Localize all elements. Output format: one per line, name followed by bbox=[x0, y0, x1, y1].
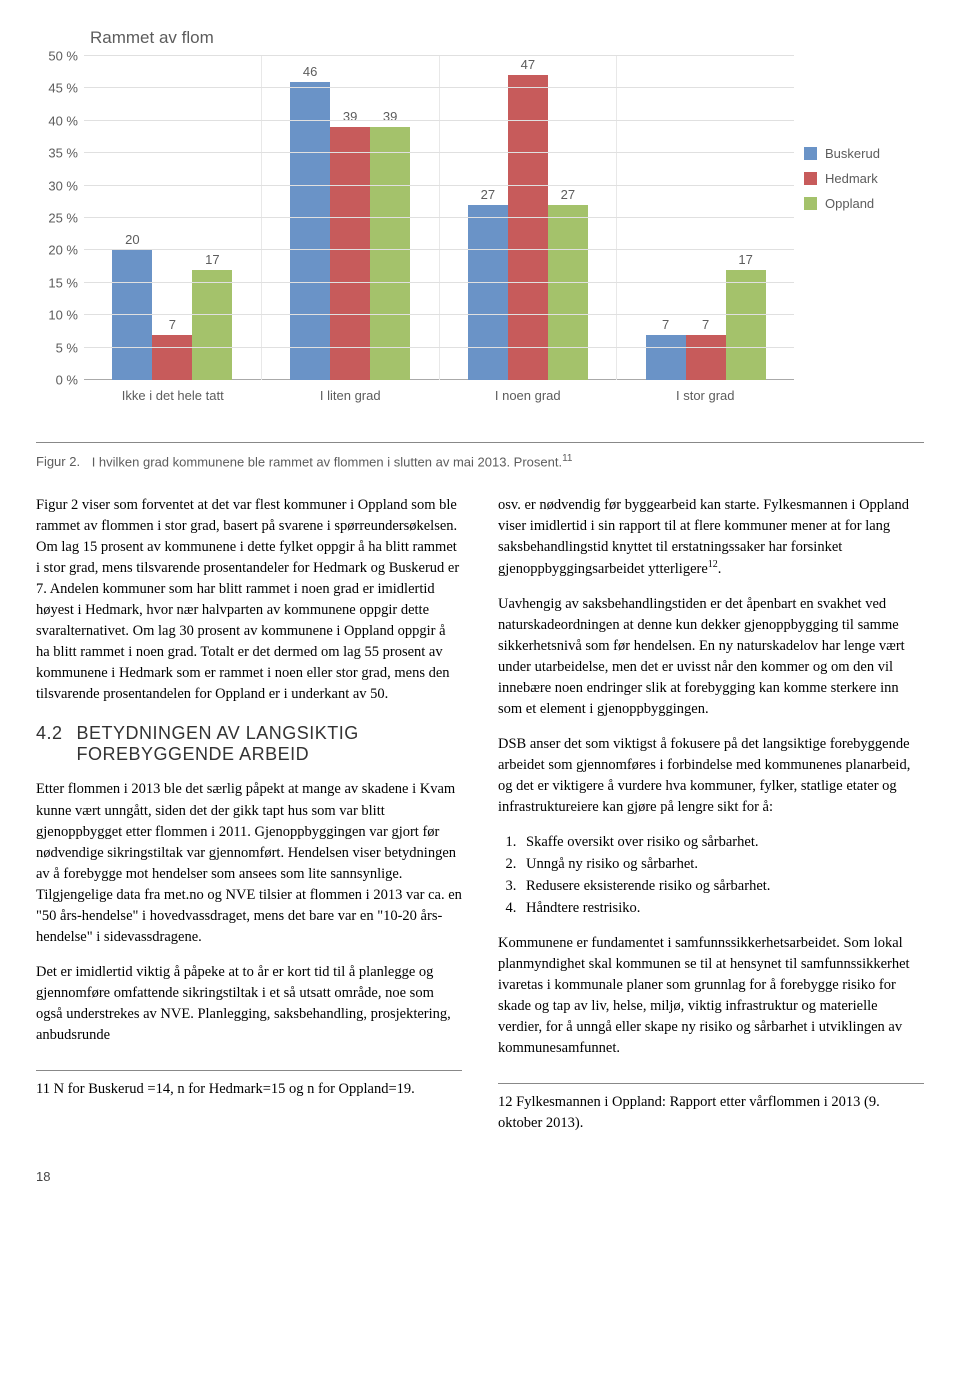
bar-value-label: 7 bbox=[646, 317, 686, 332]
chart-title: Rammet av flom bbox=[90, 28, 924, 48]
y-axis-tick: 5 % bbox=[56, 340, 78, 355]
y-axis-tick: 35 % bbox=[48, 146, 78, 161]
left-p3: Det er imidlertid viktig å påpeke at to … bbox=[36, 962, 462, 1046]
chart-bar-group: 463939 bbox=[262, 56, 440, 380]
right-column: osv. er nødvendig før byggearbeid kan st… bbox=[498, 495, 924, 1148]
bar-chart: 0 %5 %10 %15 %20 %25 %30 %35 %40 %45 %50… bbox=[36, 56, 924, 416]
x-axis-label: Ikke i det hele tatt bbox=[84, 380, 262, 416]
section-title: BETYDNINGEN AV LANGSIKTIG FOREBYGGENDE A… bbox=[77, 723, 462, 765]
left-p1: Figur 2 viser som forventet at det var f… bbox=[36, 495, 462, 705]
list-item: Redusere eksisterende risiko og sårbarhe… bbox=[520, 876, 924, 898]
y-axis-tick: 50 % bbox=[48, 49, 78, 64]
y-axis-tick: 45 % bbox=[48, 81, 78, 96]
figure-caption-text: I hvilken grad kommunene ble rammet av f… bbox=[92, 454, 562, 469]
bar-value-label: 27 bbox=[548, 187, 588, 202]
y-axis-tick: 15 % bbox=[48, 275, 78, 290]
figure-caption-sup: 11 bbox=[562, 453, 572, 464]
legend-item: Hedmark bbox=[804, 171, 924, 186]
chart-bar: 7 bbox=[152, 335, 192, 380]
left-p2: Etter flommen i 2013 ble det særlig påpe… bbox=[36, 779, 462, 947]
bar-value-label: 39 bbox=[330, 109, 370, 124]
right-p2: Uavhengig av saksbehandlingstiden er det… bbox=[498, 594, 924, 720]
chart-bar-group: 7717 bbox=[617, 56, 794, 380]
y-axis-tick: 40 % bbox=[48, 113, 78, 128]
chart-bar: 7 bbox=[686, 335, 726, 380]
chart-bar-group: 274727 bbox=[440, 56, 618, 380]
y-axis-tick: 30 % bbox=[48, 178, 78, 193]
bar-value-label: 46 bbox=[290, 64, 330, 79]
legend-item: Oppland bbox=[804, 196, 924, 211]
bar-value-label: 7 bbox=[152, 317, 192, 332]
right-p3: DSB anser det som viktigst å fokusere på… bbox=[498, 734, 924, 818]
bar-value-label: 20 bbox=[112, 232, 152, 247]
y-axis-tick: 0 % bbox=[56, 373, 78, 388]
x-axis-label: I stor grad bbox=[617, 380, 795, 416]
body-columns: Figur 2 viser som forventet at det var f… bbox=[36, 495, 924, 1148]
legend-label: Hedmark bbox=[825, 171, 878, 186]
right-p1: osv. er nødvendig før byggearbeid kan st… bbox=[498, 495, 924, 580]
bar-value-label: 47 bbox=[508, 57, 548, 72]
y-axis-tick: 10 % bbox=[48, 308, 78, 323]
page-number: 18 bbox=[36, 1169, 924, 1184]
list-item: Unngå ny risiko og sårbarhet. bbox=[520, 854, 924, 876]
chart-bar: 39 bbox=[370, 127, 410, 380]
left-column: Figur 2 viser som forventet at det var f… bbox=[36, 495, 462, 1148]
chart-bar: 39 bbox=[330, 127, 370, 380]
right-p4: Kommunene er fundamentet i samfunnssikke… bbox=[498, 933, 924, 1059]
figure-caption: Figur 2. I hvilken grad kommunene ble ra… bbox=[36, 442, 924, 469]
chart-bar: 17 bbox=[192, 270, 232, 380]
legend-label: Buskerud bbox=[825, 146, 880, 161]
x-axis-label: I noen grad bbox=[439, 380, 617, 416]
legend-label: Oppland bbox=[825, 196, 874, 211]
chart-bar: 46 bbox=[290, 82, 330, 380]
chart-bar: 27 bbox=[548, 205, 588, 380]
chart-bar: 17 bbox=[726, 270, 766, 380]
legend-swatch bbox=[804, 147, 817, 160]
bar-value-label: 7 bbox=[686, 317, 726, 332]
bar-value-label: 39 bbox=[370, 109, 410, 124]
chart-bar: 47 bbox=[508, 75, 548, 380]
numbered-list: Skaffe oversikt over risiko og sårbarhet… bbox=[520, 832, 924, 919]
bar-value-label: 17 bbox=[192, 252, 232, 267]
list-item: Håndtere restrisiko. bbox=[520, 898, 924, 920]
section-heading: 4.2 BETYDNINGEN AV LANGSIKTIG FOREBYGGEN… bbox=[36, 723, 462, 765]
list-item: Skaffe oversikt over risiko og sårbarhet… bbox=[520, 832, 924, 854]
x-axis-label: I liten grad bbox=[262, 380, 440, 416]
legend-swatch bbox=[804, 197, 817, 210]
chart-bar-group: 20717 bbox=[84, 56, 262, 380]
chart-bar: 7 bbox=[646, 335, 686, 380]
section-number: 4.2 bbox=[36, 723, 63, 765]
y-axis-tick: 20 % bbox=[48, 243, 78, 258]
footnote-12: 12 Fylkesmannen i Oppland: Rapport etter… bbox=[498, 1092, 924, 1134]
chart-legend: Buskerud Hedmark Oppland bbox=[804, 146, 924, 221]
chart-bar: 27 bbox=[468, 205, 508, 380]
legend-swatch bbox=[804, 172, 817, 185]
footnote-11: 11 N for Buskerud =14, n for Hedmark=15 … bbox=[36, 1079, 462, 1100]
figure-label: Figur 2. bbox=[36, 454, 80, 469]
legend-item: Buskerud bbox=[804, 146, 924, 161]
bar-value-label: 27 bbox=[468, 187, 508, 202]
chart-bar: 20 bbox=[112, 250, 152, 380]
bar-value-label: 17 bbox=[726, 252, 766, 267]
y-axis-tick: 25 % bbox=[48, 211, 78, 226]
